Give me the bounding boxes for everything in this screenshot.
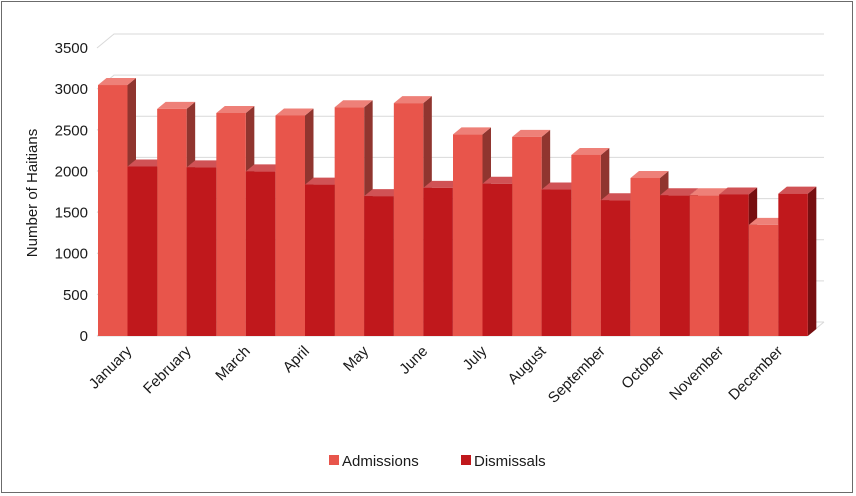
x-axis: January February March April May June July Augu… xyxy=(86,342,787,406)
x-tick-label: December xyxy=(725,343,786,404)
gridline xyxy=(96,33,824,49)
legend: Admissions Dismissals xyxy=(329,453,546,470)
y-tick-label: 3500 xyxy=(55,40,88,57)
y-axis: 0 500 1000 1500 2000 2500 3000 3500 xyxy=(55,40,88,345)
y-tick-label: 2000 xyxy=(55,163,88,180)
x-tick-label: March xyxy=(212,343,253,384)
y-tick-label: 3000 xyxy=(55,81,88,98)
legend-label: Admissions xyxy=(342,453,419,470)
x-tick-label: November xyxy=(666,343,727,404)
gridline xyxy=(96,115,824,131)
x-tick-label: June xyxy=(396,343,431,378)
y-tick-label: 1000 xyxy=(55,246,88,263)
legend-item: Admissions xyxy=(329,453,419,470)
x-tick-label: July xyxy=(460,342,491,373)
legend-label: Dismissals xyxy=(474,453,546,470)
x-tick-label: September xyxy=(545,343,609,407)
gridline xyxy=(96,74,824,90)
legend-swatch xyxy=(461,455,471,465)
y-axis-label: Number of Haitians xyxy=(24,129,41,257)
x-tick-label: January xyxy=(86,342,136,392)
x-tick-label: August xyxy=(505,342,551,388)
y-tick-label: 500 xyxy=(63,287,88,304)
x-tick-label: April xyxy=(280,343,313,376)
y-tick-label: 2500 xyxy=(55,122,88,139)
bar xyxy=(778,186,817,336)
x-tick-label: February xyxy=(140,342,195,397)
x-tick-label: May xyxy=(340,342,372,374)
legend-swatch xyxy=(329,455,339,465)
x-tick-label: October xyxy=(618,343,668,393)
y-tick-label: 1500 xyxy=(55,205,88,222)
bars xyxy=(98,78,817,337)
y-tick-label: 0 xyxy=(80,328,88,345)
legend-item: Dismissals xyxy=(461,453,546,470)
